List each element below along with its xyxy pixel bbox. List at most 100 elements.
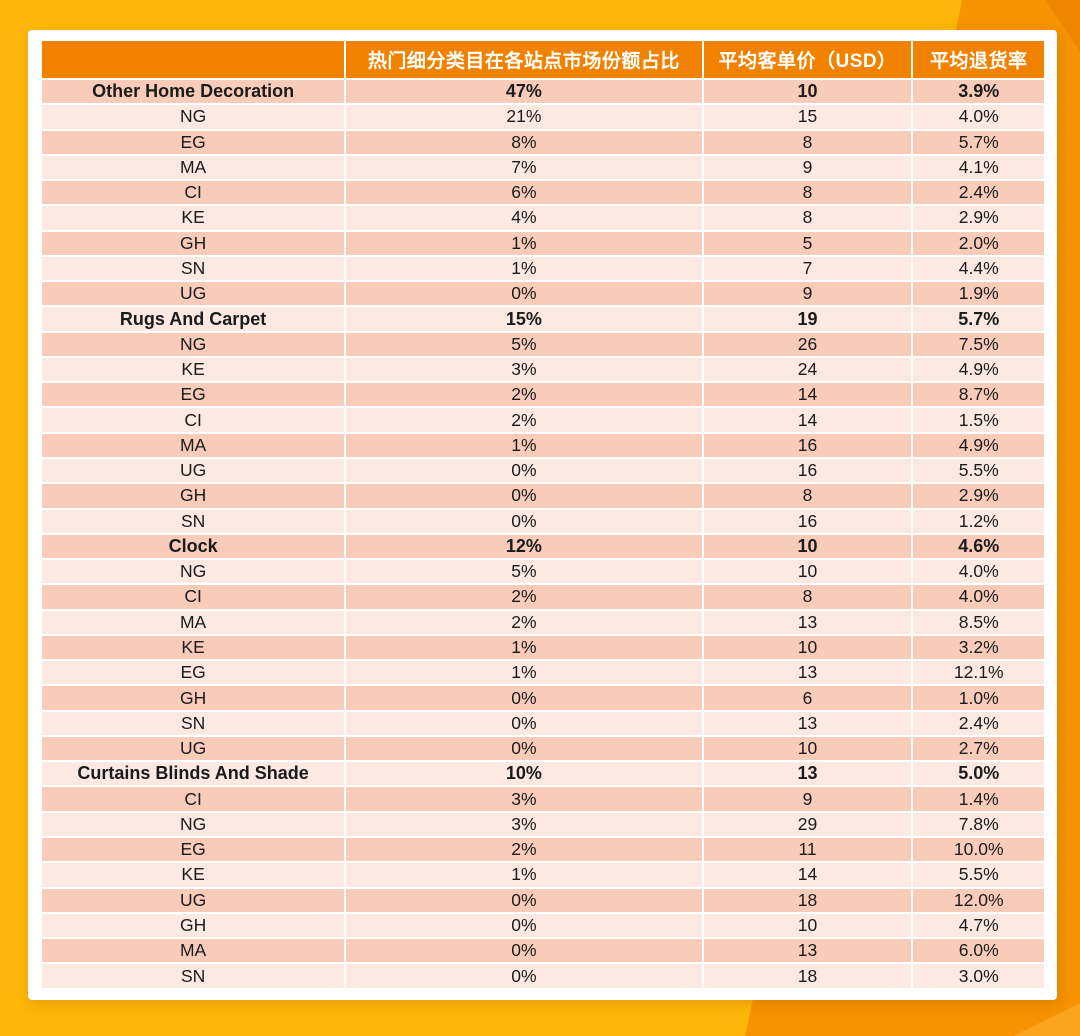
cell-average-order-value: 10 (701, 633, 914, 662)
cell-return-rate: 2.9% (911, 204, 1046, 232)
cell-average-order-value: 16 (701, 431, 914, 459)
cell-market-share: 4% (344, 204, 704, 232)
cell-market-share: 0% (344, 709, 704, 737)
country-row: GH 0% 8 2.9% (39, 482, 1046, 510)
cell-market-share: 0% (344, 911, 704, 940)
cell-category-label: Rugs And Carpet (39, 305, 347, 333)
cell-return-rate: 4.0% (911, 558, 1046, 586)
cell-average-order-value: 8 (701, 583, 914, 611)
table-card: 热门细分类目在各站点市场份额占比 平均客单价（USD） 平均退货率 Other … (28, 30, 1057, 1000)
cell-return-rate: 5.5% (911, 456, 1046, 485)
country-row: CI 2% 8 4.0% (39, 583, 1046, 611)
cell-market-share: 47% (344, 77, 704, 106)
country-row: GH 1% 5 2.0% (39, 229, 1046, 257)
cell-category-label: KE (39, 355, 347, 384)
cell-average-order-value: 13 (701, 659, 914, 687)
cell-average-order-value: 15 (701, 103, 914, 131)
header-cell-market-share: 热门细分类目在各站点市场份额占比 (344, 39, 704, 80)
cell-category-label: NG (39, 103, 347, 131)
cell-return-rate: 5.0% (911, 760, 1046, 788)
cell-market-share: 0% (344, 962, 704, 990)
cell-market-share: 1% (344, 861, 704, 889)
cell-average-order-value: 5 (701, 229, 914, 257)
cell-category-label: UG (39, 280, 347, 308)
cell-category-label: EG (39, 128, 347, 156)
cell-market-share: 2% (344, 406, 704, 434)
cell-category-label: MA (39, 431, 347, 459)
country-row: UG 0% 9 1.9% (39, 280, 1046, 308)
country-row: EG 2% 14 8.7% (39, 381, 1046, 409)
country-row: UG 0% 10 2.7% (39, 734, 1046, 763)
category-market-share-table: 热门细分类目在各站点市场份额占比 平均客单价（USD） 平均退货率 Other … (39, 39, 1046, 990)
cell-market-share: 3% (344, 785, 704, 813)
country-row: NG 5% 26 7.5% (39, 330, 1046, 358)
country-row: NG 21% 15 4.0% (39, 103, 1046, 131)
cell-market-share: 0% (344, 684, 704, 712)
cell-market-share: 1% (344, 229, 704, 257)
cell-category-label: CI (39, 583, 347, 611)
cell-market-share: 0% (344, 482, 704, 510)
country-row: SN 0% 16 1.2% (39, 507, 1046, 535)
cell-average-order-value: 10 (701, 911, 914, 940)
cell-average-order-value: 8 (701, 482, 914, 510)
cell-average-order-value: 13 (701, 937, 914, 965)
cell-return-rate: 12.1% (911, 659, 1046, 687)
cell-market-share: 3% (344, 355, 704, 384)
cell-category-label: KE (39, 633, 347, 662)
cell-average-order-value: 26 (701, 330, 914, 358)
country-row: MA 7% 9 4.1% (39, 153, 1046, 182)
cell-return-rate: 4.0% (911, 583, 1046, 611)
country-row: EG 8% 8 5.7% (39, 128, 1046, 156)
country-row: MA 2% 13 8.5% (39, 608, 1046, 636)
cell-average-order-value: 13 (701, 709, 914, 737)
cell-return-rate: 5.5% (911, 861, 1046, 889)
cell-average-order-value: 18 (701, 962, 914, 990)
cell-return-rate: 6.0% (911, 937, 1046, 965)
country-row: UG 0% 18 12.0% (39, 886, 1046, 914)
cell-market-share: 1% (344, 659, 704, 687)
category-row: Curtains Blinds And Shade 10% 13 5.0% (39, 760, 1046, 788)
cell-category-label: NG (39, 330, 347, 358)
cell-average-order-value: 14 (701, 381, 914, 409)
cell-return-rate: 3.2% (911, 633, 1046, 662)
cell-category-label: GH (39, 229, 347, 257)
cell-return-rate: 4.9% (911, 355, 1046, 384)
country-row: SN 0% 18 3.0% (39, 962, 1046, 990)
cell-category-label: KE (39, 204, 347, 232)
cell-category-label: GH (39, 482, 347, 510)
cell-return-rate: 1.4% (911, 785, 1046, 813)
country-row: SN 0% 13 2.4% (39, 709, 1046, 737)
cell-category-label: KE (39, 861, 347, 889)
cell-return-rate: 10.0% (911, 835, 1046, 864)
cell-category-label: SN (39, 962, 347, 990)
cell-category-label: Other Home Decoration (39, 77, 347, 106)
country-row: UG 0% 16 5.5% (39, 456, 1046, 485)
cell-average-order-value: 18 (701, 886, 914, 914)
cell-return-rate: 4.7% (911, 911, 1046, 940)
cell-category-label: UG (39, 456, 347, 485)
cell-market-share: 2% (344, 583, 704, 611)
cell-market-share: 0% (344, 456, 704, 485)
cell-return-rate: 8.7% (911, 381, 1046, 409)
cell-average-order-value: 8 (701, 179, 914, 207)
cell-average-order-value: 16 (701, 507, 914, 535)
country-row: MA 0% 13 6.0% (39, 937, 1046, 965)
cell-market-share: 1% (344, 633, 704, 662)
cell-market-share: 5% (344, 330, 704, 358)
cell-category-label: NG (39, 558, 347, 586)
cell-market-share: 5% (344, 558, 704, 586)
cell-return-rate: 1.2% (911, 507, 1046, 535)
cell-return-rate: 4.4% (911, 254, 1046, 283)
cell-category-label: CI (39, 785, 347, 813)
cell-return-rate: 8.5% (911, 608, 1046, 636)
cell-category-label: EG (39, 835, 347, 864)
country-row: EG 1% 13 12.1% (39, 659, 1046, 687)
country-row: NG 3% 29 7.8% (39, 810, 1046, 838)
cell-market-share: 10% (344, 760, 704, 788)
country-row: NG 5% 10 4.0% (39, 558, 1046, 586)
country-row: CI 3% 9 1.4% (39, 785, 1046, 813)
cell-category-label: EG (39, 381, 347, 409)
cell-return-rate: 4.9% (911, 431, 1046, 459)
cell-market-share: 21% (344, 103, 704, 131)
cell-market-share: 0% (344, 937, 704, 965)
